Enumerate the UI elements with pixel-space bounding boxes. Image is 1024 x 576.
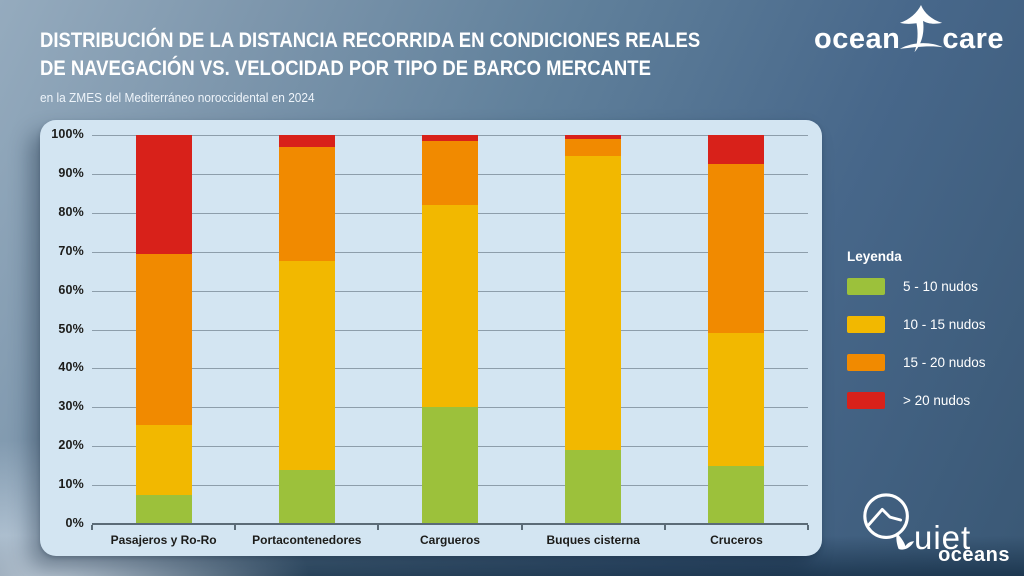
legend-label: 15 - 20 nudos [903,355,986,370]
stacked-bar-1 [135,135,192,524]
bar-column [92,135,235,524]
bar-segment [278,135,335,147]
bar-segment [708,333,765,466]
bar-segment [422,205,478,408]
bar-segment [278,469,335,524]
bar-segment [708,164,765,334]
legend-item: 10 - 15 nudos [847,316,986,333]
page-title-line2: DE NAVEGACIÓN VS. VELOCIDAD POR TIPO DE … [40,56,651,80]
x-category-label: Pasajeros y Ro-Ro [110,533,217,547]
y-tick-label: 80% [58,204,84,219]
legend: Leyenda 5 - 10 nudos 10 - 15 nudos 15 - 20… [847,249,986,430]
quietoceans-logo: uiet oceans [860,490,1012,574]
legend-label: 10 - 15 nudos [903,317,986,332]
y-tick-label: 10% [58,477,84,492]
legend-swatch [847,354,885,371]
y-tick-label: 30% [58,399,84,414]
x-category-label: Cruceros [710,533,763,547]
quietoceans-text-top: uiet [914,518,972,556]
bar-column [665,135,808,524]
y-tick-label: 50% [58,321,84,336]
x-axis-tick [377,525,380,530]
bar-segment [565,135,622,139]
stacked-bar-2 [278,135,335,524]
y-tick-label: 40% [58,360,84,375]
bars-layer [92,135,808,524]
oceancare-logo-text-left: ocean [814,22,901,55]
x-axis-labels: Pasajeros y Ro-Ro Portacontenedores Cargue… [92,533,808,547]
x-axis-line [91,523,809,530]
y-tick-label: 100% [51,127,84,141]
legend-swatch [847,392,885,409]
y-axis-labels: 100% 90% 80% 70% 60% 50% 40% 30% 20% 10% 0% [40,127,84,530]
bar-column [235,135,378,524]
whale-tail-icon [900,5,944,53]
y-tick-label: 90% [58,165,84,180]
legend-item: 15 - 20 nudos [847,354,986,371]
oceancare-logo-text-right: care [942,22,1004,55]
page-subtitle: en la ZMES del Mediterráneo noroccidenta… [40,91,315,105]
chart-panel: 100% 90% 80% 70% 60% 50% 40% 30% 20% 10% 0% Pasaje… [40,120,822,556]
x-axis-tick [663,525,666,530]
y-tick-label: 0% [65,516,84,530]
y-tick-label: 60% [58,282,84,297]
stacked-bar-3 [422,135,478,524]
quietoceans-q-icon [863,493,915,550]
plot-area [91,135,809,530]
bar-segment [708,135,765,165]
x-category-label: Buques cisterna [546,533,640,547]
legend-item: 5 - 10 nudos [847,278,986,295]
page-title-line1: DISTRIBUCIÓN DE LA DISTANCIA RECORRIDA E… [40,28,701,52]
bar-segment [278,261,335,470]
bar-segment [135,253,192,425]
bar-column [378,135,521,524]
legend-items: 5 - 10 nudos 10 - 15 nudos 15 - 20 nudos > … [847,278,986,409]
bar-column [522,135,665,524]
oceancare-logo: ocean care [814,5,1004,62]
legend-swatch [847,316,885,333]
x-axis-tick [520,525,523,530]
stacked-bar-5 [708,135,765,524]
bar-segment [422,140,478,205]
y-tick-label: 20% [58,438,84,453]
bar-segment [135,494,192,524]
bar-segment [135,424,192,495]
quietoceans-text-bottom: oceans [938,544,1010,566]
bar-segment [565,156,622,451]
bar-segment [708,465,765,524]
bar-segment [565,450,622,524]
x-category-label: Cargueros [419,533,481,547]
bar-segment [135,135,192,254]
x-category-label: Portacontenedores [252,533,362,547]
legend-label: 5 - 10 nudos [903,279,979,294]
y-tick-label: 70% [58,243,84,258]
header: DISTRIBUCIÓN DE LA DISTANCIA RECORRIDA E… [40,26,808,105]
bar-segment [422,135,478,141]
legend-swatch [847,278,885,295]
legend-title: Leyenda [847,249,902,264]
x-axis-tick [91,525,93,530]
stacked-bar-4 [565,135,622,524]
x-axis-tick [234,525,237,530]
legend-item: > 20 nudos [847,392,986,409]
bar-segment [565,138,622,157]
legend-label: > 20 nudos [903,393,971,408]
x-axis-tick [807,525,809,530]
bar-segment [422,407,478,524]
bar-segment [278,146,335,262]
